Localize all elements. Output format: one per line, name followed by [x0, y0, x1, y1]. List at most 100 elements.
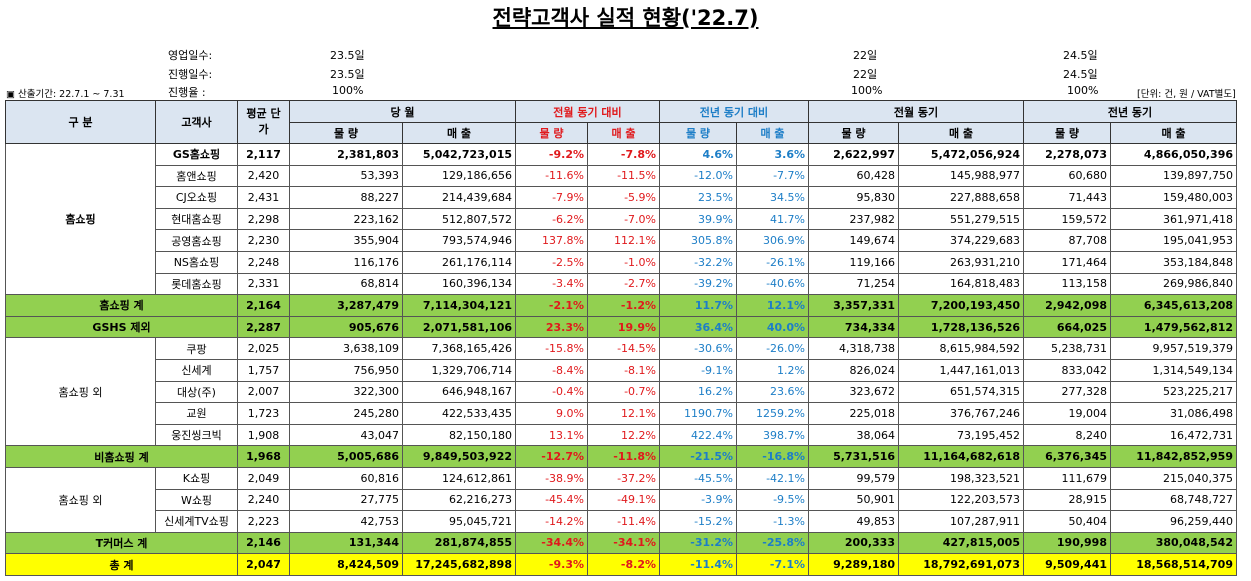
cell-pm-q: 734,334: [808, 315, 899, 339]
group-label: 홈쇼핑 외: [5, 466, 156, 533]
cell-yoy-q: 16.2%: [659, 380, 737, 404]
cell-sales: 1,329,706,714: [402, 358, 516, 382]
cell-price: 2,047: [237, 553, 290, 576]
cell-pm-q: 50,901: [808, 488, 899, 512]
cell-qty: 5,005,686: [289, 445, 403, 468]
cell-mom-s: -11.4%: [587, 510, 660, 533]
header-qty: 물 량: [659, 122, 737, 144]
cell-sales: 2,071,581,106: [402, 315, 516, 339]
cell-mom-q: -9.3%: [515, 553, 588, 576]
prev-month-work-days: 22일: [853, 49, 878, 62]
customer-name: 홈앤쇼핑: [155, 164, 238, 188]
cell-sales: 124,612,861: [402, 466, 516, 490]
cell-py-s: 11,842,852,959: [1110, 445, 1237, 468]
cell-py-s: 1,479,562,812: [1110, 315, 1237, 339]
cell-yoy-s: 1259.2%: [736, 402, 809, 425]
cell-yoy-q: 1190.7%: [659, 402, 737, 425]
table-row: 홈쇼핑 외 쿠팡 2,025 3,638,109 7,368,165,426 -15.8%…: [5, 337, 1237, 447]
customer-name: W쇼핑: [155, 488, 238, 512]
cell-pm-q: 9,289,180: [808, 553, 899, 576]
cell-mom-s: 12.2%: [587, 423, 660, 447]
prev-month-progress-rate: 100%: [851, 84, 883, 97]
cell-yoy-s: 3.6%: [736, 143, 809, 166]
cell-sales: 5,042,723,015: [402, 143, 516, 166]
cell-mom-q: -3.4%: [515, 272, 588, 296]
cell-pm-q: 323,672: [808, 380, 899, 404]
cell-mom-s: -1.2%: [587, 294, 660, 317]
table-row: T커머스 계 2,146 131,344 281,874,855 -34.4% -34.1…: [5, 531, 1237, 555]
header-sales: 매 출: [402, 122, 516, 144]
cell-py-q: 87,708: [1023, 229, 1111, 252]
table-row: 교원 1,723 245,280 422,533,435 9.0% 12.1% 1190.7…: [6, 402, 1237, 425]
cell-price: 2,230: [237, 229, 290, 252]
cell-pm-s: 227,888,658: [898, 186, 1024, 209]
cell-mom-q: 9.0%: [515, 402, 588, 425]
cell-py-q: 71,443: [1023, 186, 1111, 209]
cell-price: 2,223: [237, 510, 290, 533]
cell-price: 2,025: [237, 337, 290, 360]
header-avg-price: 평균 단가: [237, 100, 290, 144]
cell-pm-s: 18,792,691,073: [898, 553, 1024, 576]
grand-total-label: 총 계: [5, 553, 238, 576]
cell-yoy-s: -25.8%: [736, 531, 809, 555]
cell-mom-s: -11.8%: [587, 445, 660, 468]
progress-rate-label: 진행율 :: [168, 86, 206, 99]
cell-mom-s: 112.1%: [587, 229, 660, 252]
cell-mom-s: -8.2%: [587, 553, 660, 576]
cell-price: 1,968: [237, 445, 290, 468]
group-label: 홈쇼핑: [5, 142, 156, 296]
header-sales: 매 출: [587, 122, 660, 144]
customer-name: K쇼핑: [155, 466, 238, 490]
cell-py-q: 190,998: [1023, 531, 1111, 555]
header-prev-month: 전월 동기: [808, 100, 1024, 123]
cell-py-q: 8,240: [1023, 423, 1111, 447]
cell-qty: 322,300: [289, 380, 403, 404]
customer-name: CJ오쇼핑: [155, 186, 238, 209]
cell-price: 2,007: [237, 380, 290, 404]
cell-yoy-s: -7.7%: [736, 164, 809, 188]
cell-mom-s: -5.9%: [587, 186, 660, 209]
header-sales: 매 출: [1110, 122, 1237, 144]
cell-yoy-q: -30.6%: [659, 337, 737, 360]
cell-yoy-q: 305.8%: [659, 229, 737, 252]
table-row: 롯데홈쇼핑 2,331 68,814 160,396,134 -3.4% -2.7% -39…: [6, 272, 1237, 296]
cell-qty: 131,344: [289, 531, 403, 555]
cell-mom-q: -15.8%: [515, 337, 588, 360]
cell-mom-q: -11.6%: [515, 164, 588, 188]
period-text: ▣ 산출기간: 22.7.1 ~ 7.31: [6, 89, 125, 100]
cell-yoy-s: 398.7%: [736, 423, 809, 447]
cell-pm-q: 71,254: [808, 272, 899, 296]
cell-py-q: 664,025: [1023, 315, 1111, 339]
cell-py-q: 171,464: [1023, 250, 1111, 274]
cell-sales: 95,045,721: [402, 510, 516, 533]
cell-py-s: 18,568,514,709: [1110, 553, 1237, 576]
cell-qty: 42,753: [289, 510, 403, 533]
cell-pm-s: 11,164,682,618: [898, 445, 1024, 468]
customer-name: 공영홈쇼핑: [155, 229, 238, 252]
cell-mom-q: -0.4%: [515, 380, 588, 404]
customer-name: 신세계: [155, 358, 238, 382]
cell-mom-q: -6.2%: [515, 207, 588, 231]
cell-yoy-q: -11.4%: [659, 553, 737, 576]
cell-py-q: 111,679: [1023, 466, 1111, 490]
cell-pm-q: 99,579: [808, 466, 899, 490]
cell-pm-q: 4,318,738: [808, 337, 899, 360]
header-prev-year: 전년 동기: [1023, 100, 1237, 123]
cell-py-s: 68,748,727: [1110, 488, 1237, 512]
cell-pm-q: 38,064: [808, 423, 899, 447]
cell-price: 1,723: [237, 402, 290, 425]
customer-name: NS홈쇼핑: [155, 250, 238, 274]
header-customer: 고객사: [155, 100, 238, 144]
cell-yoy-q: 23.5%: [659, 186, 737, 209]
header-qty: 물 량: [515, 122, 588, 144]
cell-yoy-q: -3.9%: [659, 488, 737, 512]
cell-pm-s: 374,229,683: [898, 229, 1024, 252]
cell-yoy-s: -26.0%: [736, 337, 809, 360]
cell-sales: 793,574,946: [402, 229, 516, 252]
cell-py-q: 9,509,441: [1023, 553, 1111, 576]
group-label: 홈쇼핑 외: [5, 337, 156, 447]
cell-yoy-s: 34.5%: [736, 186, 809, 209]
cell-pm-q: 119,166: [808, 250, 899, 274]
current-work-days: 23.5일: [330, 49, 365, 62]
cell-mom-s: 19.9%: [587, 315, 660, 339]
